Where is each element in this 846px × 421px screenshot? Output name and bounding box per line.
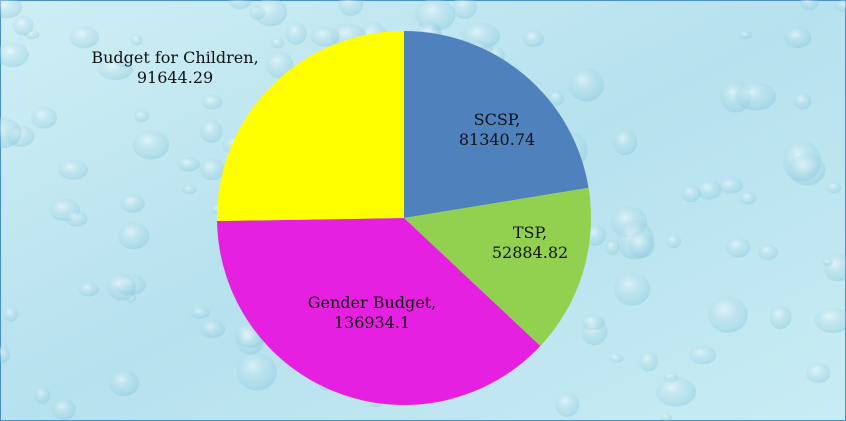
droplet [789,154,826,185]
droplet [200,320,225,338]
droplet [629,232,655,258]
droplet [708,296,748,332]
droplet [555,392,579,417]
droplet [666,234,681,248]
droplet [271,37,285,48]
droplet [69,26,99,48]
droplet [31,107,57,129]
droplet [4,307,18,322]
droplet [719,178,743,194]
droplet [182,185,196,194]
data-label: Gender Budget, 136934.1 [287,293,457,333]
data-label: TSP, 52884.82 [480,223,580,263]
droplet [177,157,200,171]
droplet [286,22,307,45]
droplet [784,27,811,48]
data-label: Budget for Children, 91644.29 [75,48,275,88]
droplet [609,354,623,363]
droplet [109,370,139,396]
droplet [758,244,778,260]
droplet [726,237,751,258]
chart: SCSP, 81340.74 TSP, 52884.82 Gender Budget… [0,0,846,421]
droplet [681,185,701,202]
droplet [199,158,225,180]
droplet [133,130,170,160]
droplet [58,160,88,180]
droplet [769,306,791,329]
droplet [581,315,605,330]
droplet [660,414,671,421]
droplet [739,192,757,205]
droplet [689,346,716,364]
droplet [130,34,142,45]
droplet [735,82,776,110]
data-label: SCSP, 81340.74 [442,110,552,150]
droplet [134,110,149,122]
droplet [65,211,87,227]
droplet [739,31,751,39]
droplet [200,119,222,143]
droplet [120,194,145,213]
droplet [13,16,34,36]
droplet [107,273,136,301]
droplet [78,282,99,296]
droplet [613,129,637,155]
droplet [569,68,604,102]
droplet [191,307,209,319]
droplet [823,258,833,265]
droplet [52,399,76,420]
droplet [310,27,340,47]
droplet [118,223,150,250]
droplet [639,351,658,371]
droplet [614,273,651,306]
droplet [35,387,51,404]
droplet [523,30,544,47]
droplet [697,180,721,200]
droplet [201,95,223,110]
droplet [794,93,812,110]
droplet [826,182,841,193]
droplet [806,363,831,383]
droplet [655,377,696,406]
droplet [237,353,277,391]
